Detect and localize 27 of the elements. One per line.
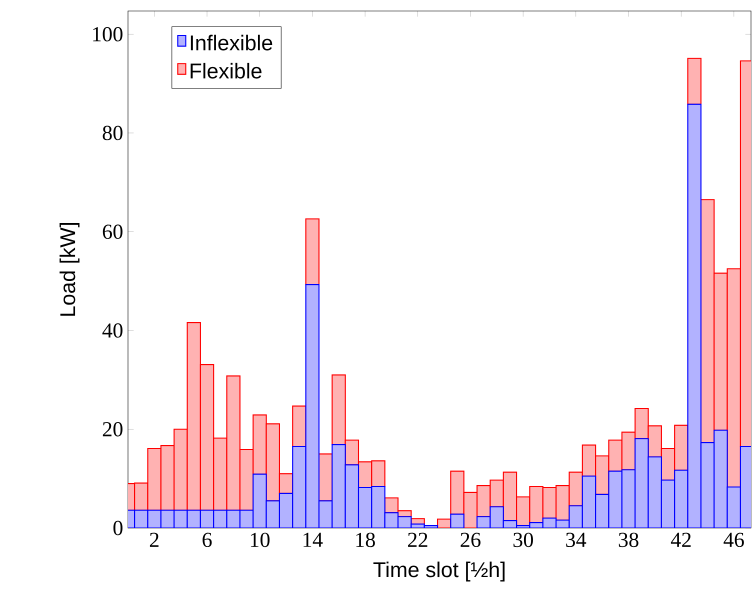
bar	[305, 218, 320, 286]
x-tick-label: 34	[566, 532, 586, 548]
bar	[436, 518, 452, 528]
x-tick-label: 26	[460, 532, 480, 548]
x-tick-label: 14	[304, 532, 323, 547]
y-tick-label: 80	[102, 126, 122, 140]
legend-label: Inflexible	[190, 34, 272, 50]
bar	[450, 514, 464, 528]
y-tick-label: 20	[102, 422, 122, 436]
y-axis-title: Load [kW]	[60, 223, 80, 316]
y-tick-label: 60	[102, 224, 122, 239]
x-tick-label: 2	[150, 532, 159, 547]
x-tick-label: 30	[513, 532, 533, 548]
x-tick-label: 6	[202, 532, 212, 548]
y-tick-label: 40	[102, 323, 122, 338]
y-tick-label: 0	[113, 520, 122, 536]
x-tick-label: 22	[408, 532, 428, 547]
x-tick-label: 46	[724, 532, 744, 548]
legend-label: Flexible	[190, 62, 262, 79]
x-tick-label: 18	[356, 532, 375, 548]
bar	[687, 58, 702, 105]
x-tick-label: 42	[670, 532, 691, 547]
bar	[292, 406, 306, 448]
x-tick-label: 38	[618, 532, 638, 548]
x-axis-title: Time slot [½h]	[373, 562, 505, 582]
y-tick-label: 100	[93, 27, 122, 42]
x-tick-label: 10	[250, 532, 270, 548]
